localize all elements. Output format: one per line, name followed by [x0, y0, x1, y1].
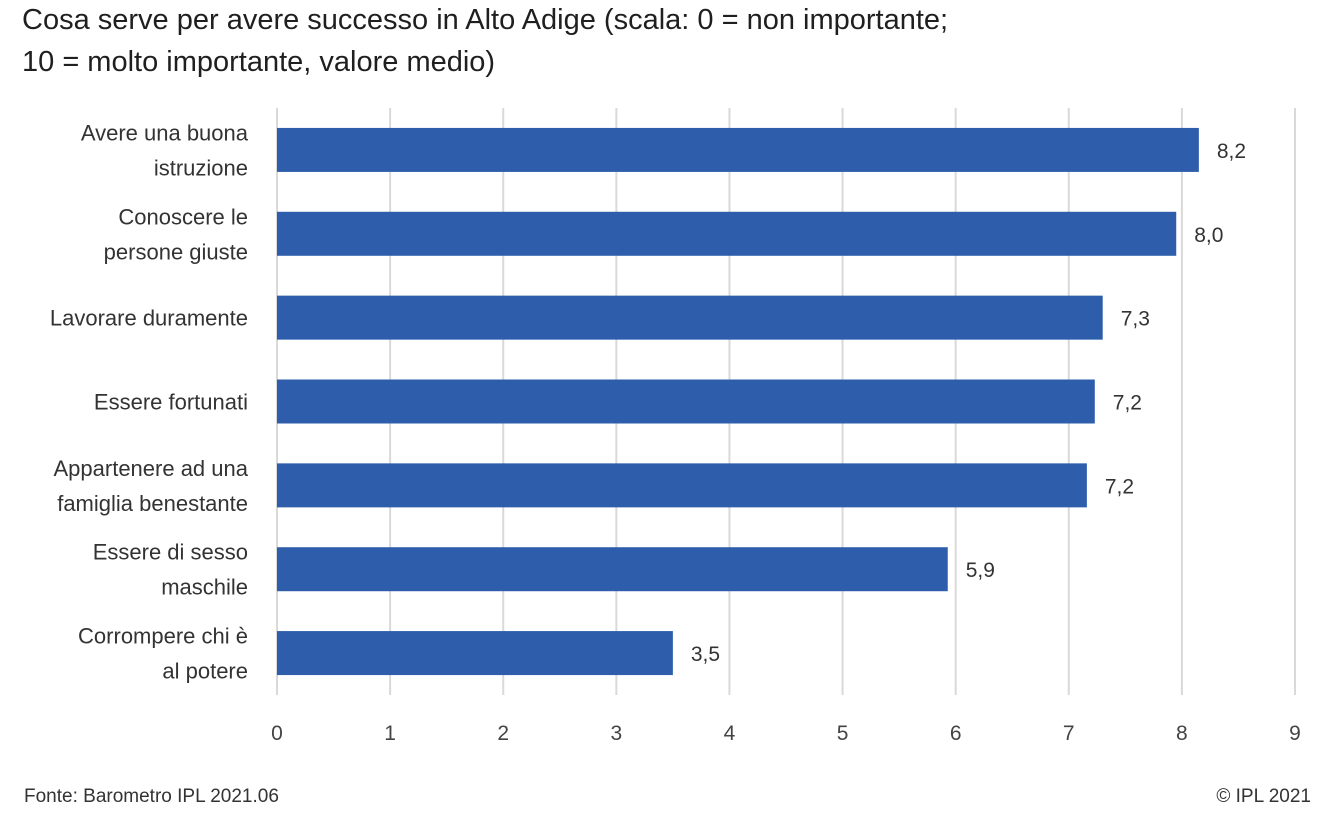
bar — [277, 631, 673, 676]
x-tick-label: 9 — [1289, 722, 1301, 745]
bar — [277, 211, 1177, 256]
copyright-note: © IPL 2021 — [1216, 786, 1311, 807]
x-tick-label: 6 — [950, 722, 962, 745]
x-tick-label: 8 — [1176, 722, 1188, 745]
value-label: 7,2 — [1113, 392, 1142, 415]
category-label: Essere di sesso — [93, 540, 248, 565]
bar — [277, 463, 1087, 508]
x-tick-label: 3 — [610, 722, 622, 745]
category-label: Appartenere ad una — [54, 456, 249, 481]
chart-title-line-2: 10 = molto importante, valore medio) — [22, 46, 496, 78]
value-labels: 8,2 8,0 7,3 7,2 7,2 5,9 3,5 — [691, 140, 1246, 666]
category-label: Avere una buona — [81, 120, 249, 145]
value-label: 5,9 — [966, 559, 995, 582]
value-label: 8,0 — [1194, 224, 1223, 247]
category-label: famiglia benestante — [57, 491, 248, 516]
x-tick-label: 2 — [497, 722, 509, 745]
value-label: 7,3 — [1121, 308, 1150, 331]
category-label: Corrompere chi è — [78, 624, 248, 649]
category-label: al potere — [162, 659, 248, 684]
bar — [277, 547, 948, 592]
x-axis-tick-labels: 0 1 2 3 4 5 6 7 8 9 — [271, 722, 1301, 745]
x-tick-label: 1 — [384, 722, 396, 745]
bar — [277, 127, 1199, 172]
category-label: Essere fortunati — [94, 390, 248, 415]
bar — [277, 379, 1095, 424]
value-label: 3,5 — [691, 643, 720, 666]
category-label: istruzione — [154, 155, 248, 180]
category-label: maschile — [161, 575, 248, 600]
category-label: Lavorare duramente — [50, 306, 248, 331]
x-tick-label: 0 — [271, 722, 283, 745]
value-label: 8,2 — [1217, 140, 1246, 163]
x-tick-label: 5 — [837, 722, 849, 745]
x-tick-label: 7 — [1063, 722, 1075, 745]
category-labels: Avere una buona istruzione Conoscere le per… — [50, 120, 249, 683]
bar — [277, 295, 1103, 340]
chart-title-line-1: Cosa serve per avere successo in Alto Ad… — [22, 4, 949, 36]
x-tick-label: 4 — [724, 722, 736, 745]
category-label: persone giuste — [104, 239, 248, 264]
category-label: Conoscere le — [118, 204, 248, 229]
source-note: Fonte: Barometro IPL 2021.06 — [24, 786, 279, 807]
value-label: 7,2 — [1105, 475, 1134, 498]
bars — [277, 127, 1199, 676]
